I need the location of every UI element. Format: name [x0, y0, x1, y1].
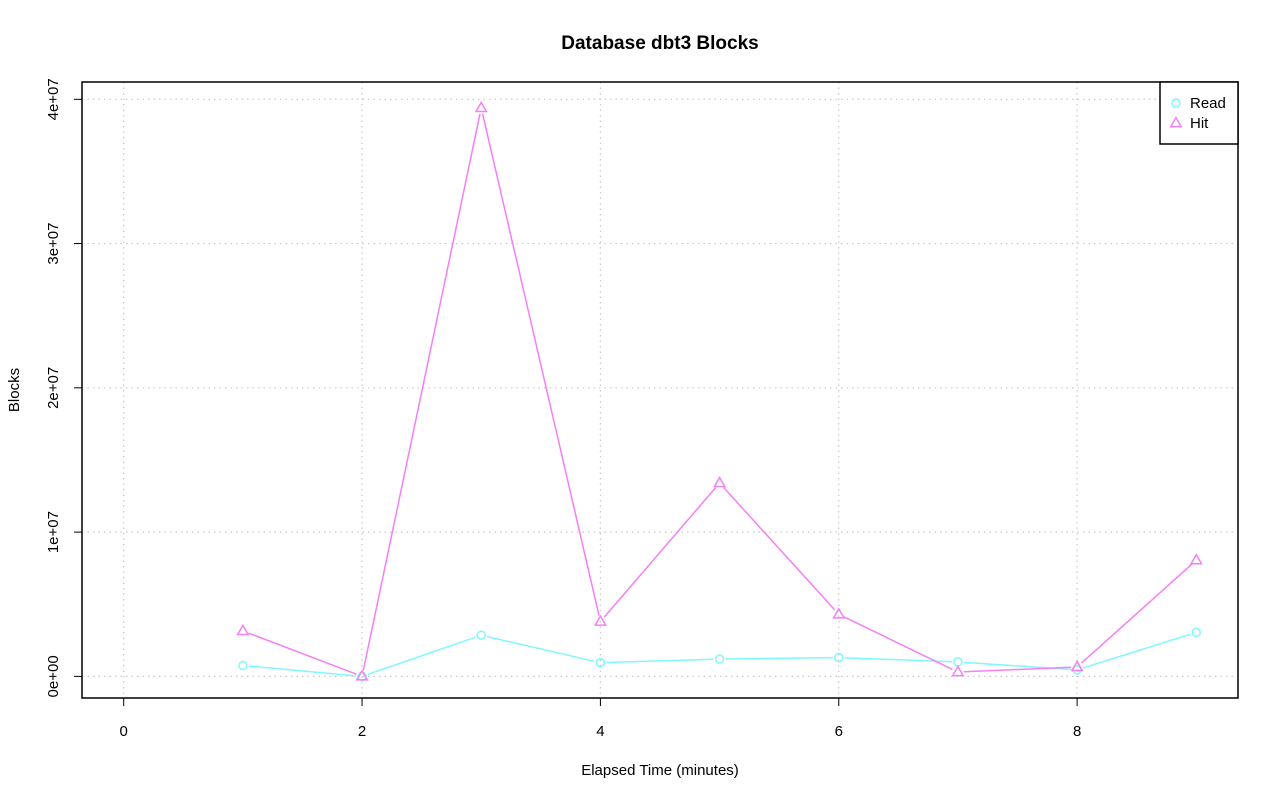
axes: 0 2 4 6 8 0e+00 1e+07 2e+07 3e+07 4e+07 — [45, 78, 1081, 740]
series-hit-point — [593, 614, 607, 626]
series-hit-segment — [362, 113, 481, 671]
series-read-point — [476, 630, 486, 640]
plot-frame — [81, 81, 1239, 699]
y-axis-label: Blocks — [6, 368, 23, 412]
series-read-point — [1191, 627, 1202, 638]
series-hit-segment — [1081, 563, 1193, 664]
legend-label-read: Read — [1190, 95, 1226, 112]
series-hit-segment — [963, 666, 1072, 673]
series-hit-point — [713, 476, 727, 488]
y-tick-label: 4e+07 — [45, 78, 62, 120]
series-read-segment — [1082, 633, 1191, 669]
series-hit-point — [1070, 659, 1084, 672]
series-hit-point — [474, 100, 488, 113]
series-hit-segment — [603, 487, 717, 618]
y-tick-label: 1e+07 — [45, 511, 62, 553]
x-tick-label: 6 — [835, 723, 843, 740]
y-tick-label: 2e+07 — [45, 367, 62, 409]
series-hit — [236, 100, 1203, 681]
x-tick-label: 8 — [1073, 723, 1081, 740]
series-read-segment — [486, 635, 595, 663]
x-axis-label: Elapsed Time (minutes) — [581, 762, 739, 779]
series-read-point — [595, 657, 606, 668]
series-read-point — [714, 654, 725, 664]
series-hit-point — [951, 665, 965, 677]
y-tick-label: 3e+07 — [45, 223, 62, 265]
chart-title: Database dbt3 Blocks — [561, 33, 758, 54]
series-hit-point — [1189, 553, 1203, 565]
series-read-point — [238, 660, 248, 671]
series-layer — [236, 100, 1203, 682]
series-hit-segment — [843, 616, 953, 671]
x-tick-label: 4 — [596, 723, 604, 740]
series-read-point — [834, 652, 844, 663]
series-read-point — [953, 657, 963, 667]
y-tick-label: 0e+00 — [45, 655, 62, 697]
grid — [82, 82, 1238, 698]
series-read — [238, 627, 1202, 682]
series-hit-point — [832, 607, 846, 619]
series-hit-point — [355, 669, 369, 681]
legend-label-hit: Hit — [1190, 115, 1209, 132]
series-hit-point — [236, 623, 250, 636]
series-hit-segment — [723, 486, 836, 611]
series-hit-segment — [481, 113, 600, 616]
x-tick-label: 0 — [120, 723, 128, 740]
series-read-segment — [367, 636, 476, 676]
x-tick-label: 2 — [358, 723, 366, 740]
series-read-segment — [725, 656, 833, 660]
series-read-segment — [248, 665, 357, 677]
legend-marker-read — [1171, 98, 1181, 108]
series-read-segment — [606, 658, 714, 664]
legend-marker-hit — [1169, 115, 1183, 128]
legend: Read Hit — [1159, 81, 1239, 145]
legend-box — [1159, 81, 1239, 145]
series-hit-segment — [248, 632, 357, 675]
